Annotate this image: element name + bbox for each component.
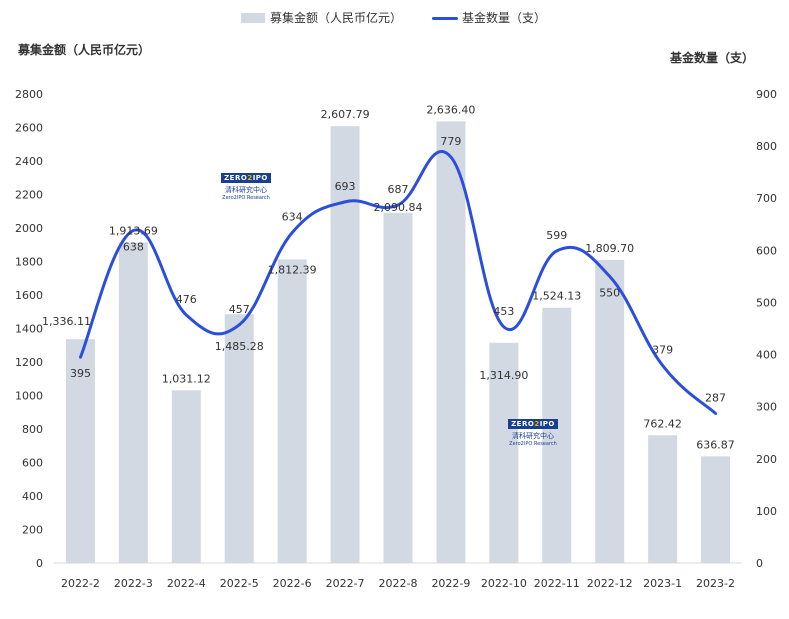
chart-legend: 募集金额（人民币亿元） 基金数量（支） <box>0 9 789 29</box>
y-right-tick-label: 400 <box>756 349 777 362</box>
x-tick-label: 2022-8 <box>379 577 418 590</box>
y-right-tick-label: 300 <box>756 401 777 414</box>
bar-value-label: 1,314.90 <box>479 369 528 382</box>
line-value-label: 687 <box>388 183 409 196</box>
y-left-tick-label: 800 <box>22 423 43 436</box>
fund-count-line <box>78 150 718 415</box>
line-value-label: 634 <box>282 211 303 224</box>
right-axis-title: 基金数量（支） <box>670 51 755 65</box>
y-right-tick-label: 100 <box>756 505 777 518</box>
x-tick-label: 2023-2 <box>696 577 735 590</box>
x-tick-label: 2022-12 <box>587 577 633 590</box>
bar-2023-1 <box>648 435 678 563</box>
x-tick-label: 2022-11 <box>534 577 580 590</box>
bar-value-label: 1,031.12 <box>162 372 211 385</box>
y-right-tick-label: 500 <box>756 296 777 309</box>
bar-2022-3 <box>118 242 148 564</box>
bar-value-label: 1,524.13 <box>532 290 581 303</box>
legend-label-amount: 募集金额（人民币亿元） <box>270 11 403 25</box>
x-tick-label: 2022-7 <box>326 577 365 590</box>
x-tick-label: 2022-6 <box>273 577 312 590</box>
y-left-tick-label: 1600 <box>15 289 43 302</box>
bar-2022-5 <box>224 314 254 563</box>
y-right-tick-label: 0 <box>756 557 763 570</box>
y-left-tick-label: 2800 <box>15 88 43 101</box>
y-right-tick-label: 800 <box>756 140 777 153</box>
legend-swatch-bar <box>241 13 265 23</box>
bar-2022-9 <box>436 121 466 563</box>
watermark-logo-1: ZERO2IPO 清科研究中心 Zero2IPO Research <box>221 173 271 201</box>
legend-swatch-line <box>432 17 458 20</box>
bar-2022-2 <box>65 339 95 563</box>
x-tick-label: 2022-5 <box>220 577 259 590</box>
bar-value-label: 636.87 <box>696 438 735 451</box>
line-value-label: 779 <box>440 135 461 148</box>
y-left-tick-label: 2200 <box>15 189 43 202</box>
bar-2022-8 <box>383 212 413 563</box>
line-value-label: 599 <box>546 229 567 242</box>
y-left-tick-label: 1200 <box>15 356 43 369</box>
bar-2022-10 <box>489 342 519 563</box>
x-tick-label: 2022-10 <box>481 577 527 590</box>
y-right-tick-label: 700 <box>756 192 777 205</box>
bar-value-label: 1,809.70 <box>585 242 634 255</box>
line-value-label: 379 <box>652 343 673 356</box>
y-left-tick-label: 1000 <box>15 390 43 403</box>
legend-label-count: 基金数量（支） <box>462 11 547 25</box>
bar-value-label: 762.42 <box>643 417 682 430</box>
bar-value-label: 2,090.84 <box>374 201 423 214</box>
bar-2022-7 <box>330 126 360 563</box>
left-axis-title: 募集金额（人民币亿元） <box>18 43 151 57</box>
bar-2022-11 <box>542 307 572 563</box>
bar-value-label: 1,812.39 <box>268 263 317 276</box>
bar-2022-6 <box>277 259 307 563</box>
y-left-tick-label: 200 <box>22 524 43 537</box>
y-right-tick-label: 900 <box>756 88 777 101</box>
bar-value-label: 1,336.11 <box>42 315 91 328</box>
y-left-tick-label: 2600 <box>15 122 43 135</box>
line-value-label: 693 <box>335 180 356 193</box>
line-value-label: 457 <box>229 303 250 316</box>
y-left-tick-label: 600 <box>22 457 43 470</box>
bar-2023-2 <box>701 456 731 563</box>
line-value-label: 638 <box>123 241 144 254</box>
bar-value-label: 2,607.79 <box>321 108 370 121</box>
x-tick-label: 2022-2 <box>61 577 100 590</box>
watermark-logo-2: ZERO2IPO 清科研究中心 Zero2IPO Research <box>508 419 558 447</box>
bar-value-label: 2,636.40 <box>426 103 475 116</box>
line-value-label: 395 <box>70 367 91 380</box>
line-value-label: 453 <box>493 305 514 318</box>
y-left-tick-label: 1800 <box>15 256 43 269</box>
line-value-label: 287 <box>705 391 726 404</box>
bar-value-label: 1,485.28 <box>215 340 264 353</box>
bar-value-label: 1,913.69 <box>109 224 158 237</box>
x-tick-label: 2022-9 <box>431 577 470 590</box>
bar-2022-12 <box>595 259 625 563</box>
y-left-tick-label: 0 <box>36 557 43 570</box>
bar-2022-4 <box>171 390 201 563</box>
x-tick-label: 2022-4 <box>167 577 206 590</box>
x-tick-label: 2022-3 <box>114 577 153 590</box>
line-value-label: 550 <box>599 286 620 299</box>
y-right-tick-label: 600 <box>756 244 777 257</box>
y-right-tick-label: 200 <box>756 453 777 466</box>
y-left-tick-label: 2400 <box>15 155 43 168</box>
y-left-tick-label: 2000 <box>15 222 43 235</box>
x-tick-label: 2023-1 <box>643 577 682 590</box>
y-left-tick-label: 400 <box>22 490 43 503</box>
y-left-tick-label: 1400 <box>15 323 43 336</box>
line-value-label: 476 <box>176 293 197 306</box>
